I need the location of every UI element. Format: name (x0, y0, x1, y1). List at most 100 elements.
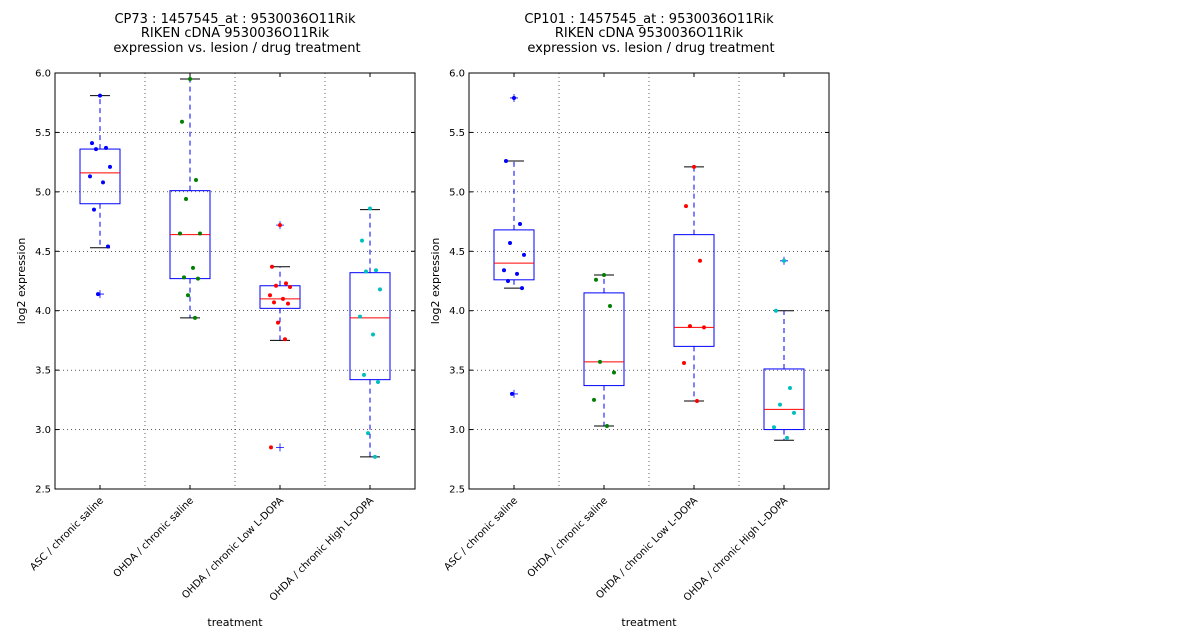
y-tick-label: 6.0 (35, 69, 51, 80)
data-point (598, 359, 602, 364)
data-point (274, 283, 278, 288)
data-point (692, 164, 696, 169)
y-axis-label: log2 expression (15, 238, 28, 325)
data-point (592, 397, 596, 402)
x-tick-label: OHDA / chronic saline (112, 495, 197, 580)
data-point (268, 293, 272, 298)
y-tick-label: 4.5 (449, 247, 465, 258)
data-point (378, 287, 382, 292)
chart-title-line-1: CP101 : 1457545_at : 9530036O11Rik (524, 12, 774, 27)
data-point (269, 445, 273, 450)
chart-title-line-3: expression vs. lesion / drug treatment (527, 41, 774, 56)
data-point (682, 361, 686, 366)
data-point (364, 269, 368, 274)
data-point (283, 337, 287, 342)
x-tick-label: OHDA / chronic High L-DOPA (682, 495, 790, 603)
y-tick-label: 2.5 (449, 485, 465, 496)
data-point (602, 273, 606, 278)
data-point (366, 431, 370, 436)
plot-frame (54, 72, 416, 490)
y-tick-label: 5.5 (35, 128, 51, 139)
data-point (278, 223, 282, 228)
chart-title-line-2: RIKEN cDNA 9530036O11Rik (555, 26, 744, 41)
plot-frame (468, 72, 830, 490)
chart-title-line-1: CP73 : 1457545_at : 9530036O11Rik (114, 12, 356, 27)
x-axis-label: treatment (207, 616, 263, 629)
data-point (191, 265, 195, 270)
data-point (198, 231, 202, 236)
data-point (373, 454, 377, 459)
data-point (594, 277, 598, 282)
data-point (98, 93, 102, 98)
y-tick-label: 3.5 (35, 366, 51, 377)
box (673, 234, 715, 347)
x-tick-label: ASC / chronic saline (442, 495, 520, 573)
data-point (518, 221, 522, 226)
data-point (193, 315, 197, 320)
data-point (186, 293, 190, 298)
data-point (605, 424, 609, 429)
data-point (512, 95, 516, 100)
y-tick-label: 5.0 (449, 187, 465, 198)
data-point (698, 258, 702, 263)
data-point (88, 174, 92, 179)
data-point (612, 370, 616, 375)
data-point (180, 119, 184, 124)
outlier-marker (276, 443, 284, 452)
y-tick-label: 4.5 (35, 247, 51, 258)
data-point (358, 314, 362, 319)
box (763, 368, 805, 431)
data-point (284, 281, 288, 286)
y-tick-label: 4.0 (35, 306, 51, 317)
data-point (520, 286, 524, 291)
chart-title-line-3: expression vs. lesion / drug treatment (113, 41, 360, 56)
box (493, 229, 535, 281)
data-point (196, 276, 200, 281)
box (259, 285, 301, 309)
data-point (702, 325, 706, 330)
data-point (276, 320, 280, 325)
x-tick-label: OHDA / chronic saline (526, 495, 611, 580)
data-point (272, 300, 276, 305)
data-point (782, 258, 786, 263)
data-point (362, 372, 366, 377)
data-point (772, 425, 776, 430)
x-tick-label: OHDA / chronic Low L-DOPA (594, 495, 700, 601)
data-point (788, 385, 792, 390)
chart-title-line-2: RIKEN cDNA 9530036O11Rik (141, 26, 330, 41)
data-point (502, 268, 506, 273)
box (349, 272, 391, 381)
plot-area: 2.5 3.0 3.5 4.0 4.5 5.0 5.5 6.0 ASC / chronic sa… (28, 69, 416, 604)
data-point (608, 303, 612, 308)
x-tick-label: OHDA / chronic Low L-DOPA (180, 495, 286, 601)
chart-panel-cp101: 2.5 3.0 3.5 4.0 4.5 5.0 5.5 6.0 ASC / chronic sa… (429, 12, 830, 629)
data-point (90, 141, 94, 146)
data-point (374, 268, 378, 273)
data-point (785, 435, 789, 440)
data-point (184, 196, 188, 201)
data-point (188, 76, 192, 81)
data-point (288, 284, 292, 289)
data-point (92, 207, 96, 212)
box (583, 292, 625, 387)
data-point (371, 332, 375, 337)
data-point (504, 158, 508, 163)
y-tick-label: 2.5 (35, 485, 51, 496)
data-point (506, 279, 510, 283)
data-point (106, 244, 110, 249)
y-tick-label: 4.0 (449, 306, 465, 317)
y-tick-label: 5.5 (449, 128, 465, 139)
data-point (774, 308, 778, 313)
data-point (178, 231, 182, 236)
data-point (684, 204, 688, 209)
data-point (368, 206, 372, 211)
data-point (94, 147, 98, 152)
data-point (522, 252, 526, 257)
x-tick-label: ASC / chronic saline (28, 495, 106, 573)
data-point (695, 399, 699, 404)
data-point (508, 240, 512, 245)
data-point (286, 301, 290, 306)
data-point (104, 145, 108, 150)
data-point (360, 238, 364, 243)
